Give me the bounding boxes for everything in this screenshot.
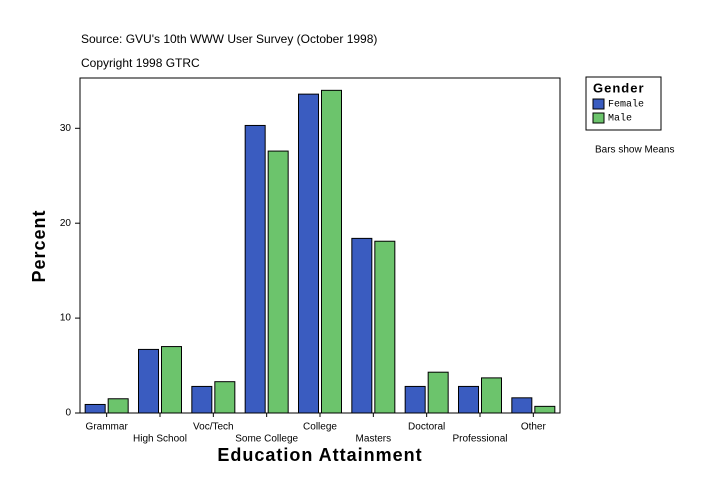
y-axis-title: Percent — [29, 209, 49, 282]
y-tick-label: 10 — [60, 313, 72, 324]
bar — [534, 405, 556, 414]
bar — [244, 124, 266, 414]
x-tick-label: College — [303, 422, 337, 433]
x-tick-label: Grammar — [86, 422, 129, 433]
y-tick-label: 20 — [60, 218, 72, 229]
note: Bars show Means — [595, 145, 674, 156]
bar — [214, 381, 236, 414]
bar — [84, 403, 106, 414]
x-tick-label: High School — [133, 434, 187, 445]
x-tick-label: Professional — [452, 434, 507, 445]
bar — [404, 385, 426, 414]
chart-subtitle: Source: GVU's 10th WWW User Survey (Octo… — [81, 32, 377, 46]
bar — [107, 398, 129, 414]
y-tick-label: 30 — [60, 123, 72, 134]
y-tick-label: 0 — [65, 408, 71, 419]
bar — [511, 397, 533, 414]
x-axis-title: Education Attainment — [217, 445, 422, 465]
bar — [351, 237, 373, 414]
legend-label: Female — [608, 99, 644, 111]
legend-swatch — [592, 98, 605, 110]
bar — [191, 385, 213, 414]
bar — [298, 93, 319, 414]
legend-label: Male — [608, 113, 632, 125]
x-tick-label: Voc/Tech — [193, 422, 234, 433]
bar — [374, 240, 396, 414]
x-tick-label: Other — [521, 422, 547, 433]
bar — [427, 371, 449, 414]
bar — [267, 150, 289, 414]
x-tick-label: Masters — [356, 434, 392, 445]
bar — [481, 377, 502, 414]
copyright: Copyright 1998 GTRC — [81, 56, 200, 70]
x-tick-label: Doctoral — [408, 422, 445, 433]
x-tick-label: Some College — [235, 434, 298, 445]
bar — [458, 385, 479, 414]
legend-swatch — [592, 112, 605, 124]
bar — [321, 89, 342, 414]
bar — [161, 346, 182, 414]
bar — [138, 348, 159, 414]
legend-title: Gender — [593, 80, 645, 95]
